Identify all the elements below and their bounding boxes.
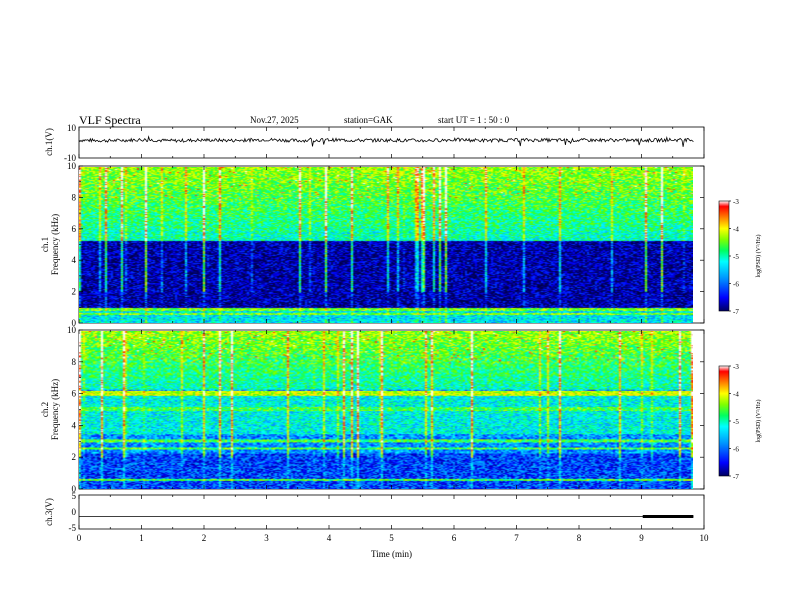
ch2-ytick-label: 4 [72,420,77,430]
ch2-colorbar-tick: -7 [733,473,739,481]
xtick-label: 8 [577,533,582,543]
ch1-colorbar-tick: -4 [733,226,739,234]
xtick-label: 0 [77,533,82,543]
start-ut-label: start UT = 1 : 50 : 0 [438,115,510,125]
ch1-ytick-label: 2 [72,287,77,297]
ch3-ylabel: ch.3(V) [44,498,54,526]
ch3-ytick-label: -5 [69,523,77,533]
ch2-colorbar-tick: -3 [733,363,739,371]
xtick-label: 5 [389,533,394,543]
ch1-ylabel-channel: ch.1 [40,237,50,252]
ch2-colorbar-label: log(PSD) (V²/Hz) [755,400,762,443]
xtick-label: 4 [327,533,332,543]
ch1-ylabel-frequency: Frequency (kHz) [50,214,60,275]
ch1-colorbar-label: log(PSD) (V²/Hz) [755,235,762,278]
ch1-colorbar-gradient [718,200,730,312]
ch3-marker-segment [642,515,694,518]
ch2-colorbar-tick: -5 [733,418,739,426]
ch1-ytick-label: 6 [72,224,77,234]
ch3-waveform-frame [78,494,705,530]
station-label: station=GAK [344,115,393,125]
ch1-colorbar-tick: -3 [733,198,739,206]
ch1-colorbar-tick: -6 [733,281,739,289]
ch1-ytick-label: 10 [67,123,77,133]
ch3-ytick-label: 5 [72,491,77,501]
ch2-ylabel-channel: ch.2 [40,402,50,417]
ch2-ytick-label: 6 [72,389,77,399]
ch2-ytick-label: 10 [67,325,77,335]
ch1-ylabel: ch.1(V) [44,128,54,156]
ch2-ytick-label: 8 [72,357,77,367]
ch2-colorbar-gradient [718,365,730,477]
ch1-ytick-label: 8 [72,192,77,202]
ch1-colorbar [718,200,730,312]
ch1-waveform-frame [78,126,705,159]
ch2-colorbar-tick: -4 [733,391,739,399]
ch1-ytick-label: 0 [72,318,77,328]
xtick-label: 1 [139,533,144,543]
ch2-spectrogram-image [79,331,693,489]
ch1-ytick-label: 4 [72,255,77,265]
ch2-colorbar [718,365,730,477]
ch2-colorbar-tick: -6 [733,446,739,454]
xtick-label: 6 [452,533,457,543]
ch1-colorbar-tick: -5 [733,253,739,261]
ch2-ytick-label: 0 [72,484,77,494]
xtick-label: 9 [639,533,644,543]
ch1-spectrogram-image [79,167,693,323]
ch1-colorbar-tick: -7 [733,308,739,316]
ch1-ytick-label: 10 [67,161,77,171]
ch3-ytick-label: 0 [72,507,77,517]
xtick-label: 10 [700,533,710,543]
xtick-label: 3 [264,533,269,543]
date-label: Nov.27, 2025 [250,115,299,125]
xtick-label: 7 [514,533,519,543]
ch2-ytick-label: 2 [72,452,77,462]
ch2-ylabel-frequency: Frequency (kHz) [50,379,60,440]
chart-title: VLF Spectra [79,113,141,127]
xaxis-label: Time (min) [371,549,412,559]
ch1-ytick-label: -10 [64,153,76,163]
xtick-label: 2 [202,533,207,543]
ch1-waveform-line [78,135,694,147]
